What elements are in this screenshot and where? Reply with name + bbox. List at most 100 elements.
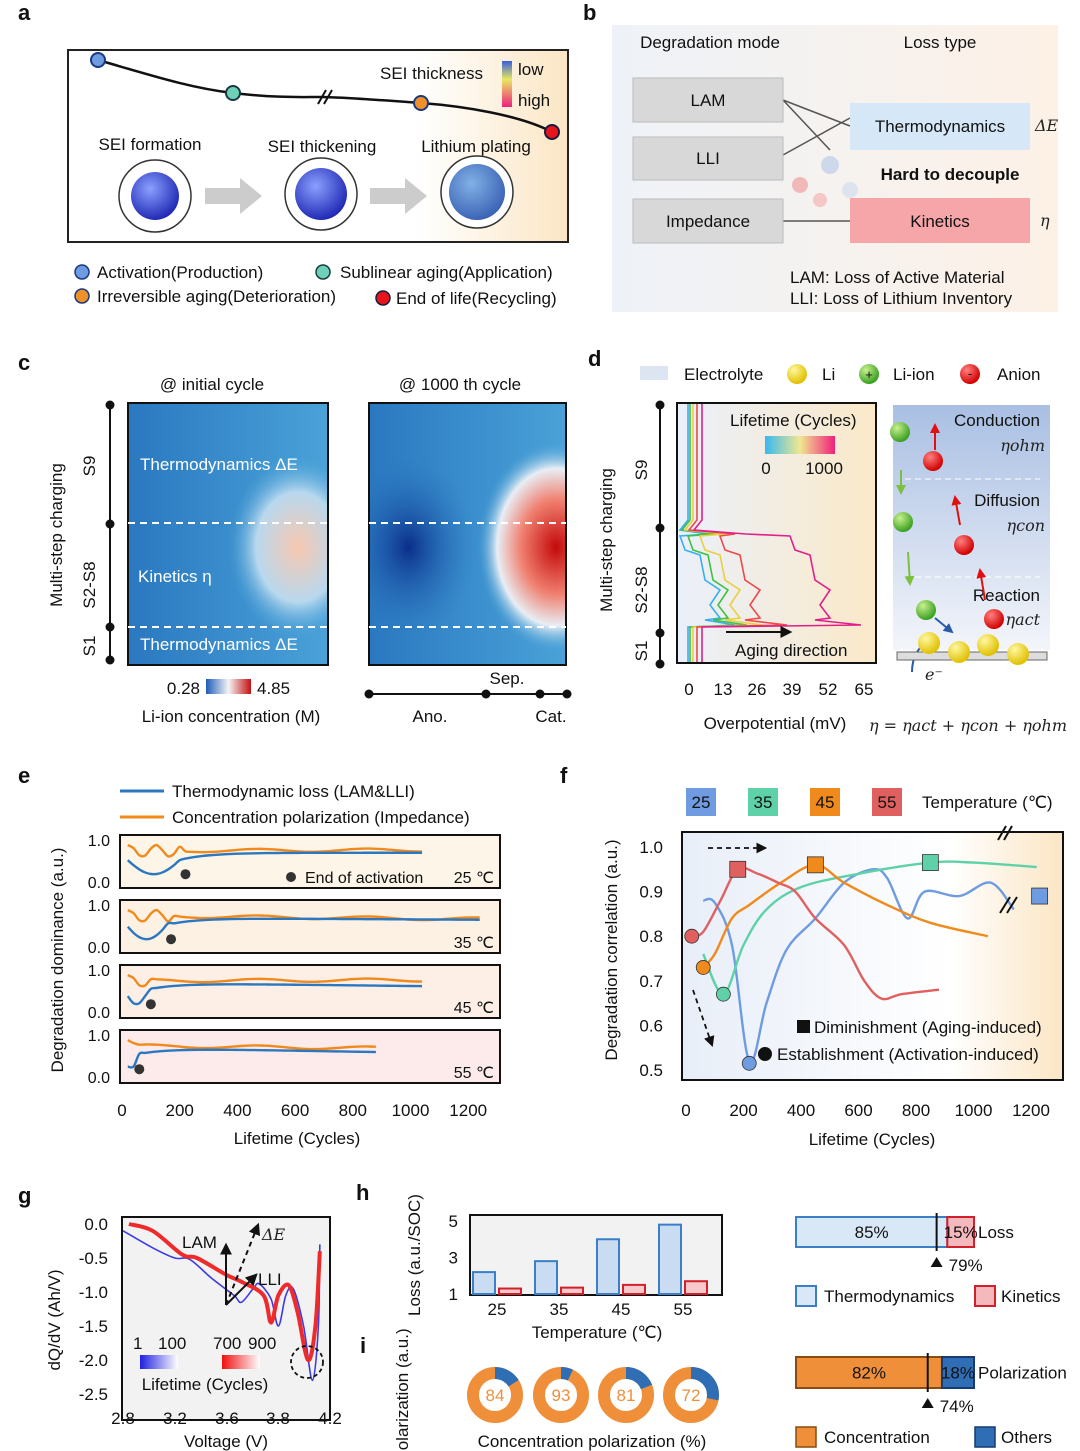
colorbar-late [222, 1355, 260, 1369]
activation-marker [134, 1064, 145, 1075]
temperature-label: 25 ℃ [454, 870, 494, 887]
header-degradation-mode: Degradation mode [640, 33, 780, 52]
donut-value: 72 [682, 1386, 701, 1405]
stacked-bar-name: Loss [978, 1223, 1014, 1242]
temperature-label: 45 ℃ [454, 1000, 494, 1017]
h-ytick: 1 [449, 1285, 458, 1304]
f-ytick: 0.5 [639, 1061, 663, 1080]
establishment-marker-25 [741, 1055, 757, 1071]
particle-sei-thickening [284, 157, 358, 231]
legend-kinetics-swatch [974, 1285, 996, 1307]
g-ylabel: dQ/dV (Ah/V) [45, 1269, 64, 1370]
hard-to-decouple: Hard to decouple [881, 165, 1020, 184]
legend-thermodynamics-swatch [795, 1285, 817, 1307]
c-title-initial: @ initial cycle [160, 375, 264, 394]
cb-tick-900: 900 [248, 1334, 276, 1353]
overpotential-equation: η = ηact + ηcon + ηohm [869, 716, 1067, 735]
step-axis-dots [105, 400, 115, 665]
legend-temp-45: 45 [816, 793, 835, 812]
d-xtick: 52 [819, 680, 838, 699]
g-ticks: 0.0 -0.5 -1.0 -1.5 -2.0 -2.52.8 3.2 3.6 3.8 4.2 [79, 1215, 342, 1428]
eta-ohm: ηohm [1000, 436, 1045, 455]
panel-label-f: f [560, 763, 568, 788]
d-step-axis-dots [655, 400, 665, 669]
legend-temp-55: 55 [878, 793, 897, 812]
step-s2-s8: S2-S8 [80, 561, 99, 608]
colorbar-early [140, 1355, 178, 1369]
stage-sei-formation: SEI formation [99, 135, 202, 154]
bar-kinetics-35 [560, 1286, 584, 1296]
g-ytick: -0.5 [79, 1249, 108, 1268]
e-xtick: 1000 [392, 1101, 430, 1120]
legend-kinetics: Kinetics [1001, 1287, 1061, 1306]
panel-a: SEI thickness low high SEI formation SEI… [67, 49, 569, 308]
temperature-label: 35 ℃ [454, 935, 494, 952]
e-ytick: 1.0 [88, 898, 110, 915]
stacked-segment-label: 82% [852, 1364, 886, 1383]
temperature-label: 55 ℃ [454, 1065, 494, 1082]
anion-icon [923, 451, 1004, 629]
e-xtick: 200 [166, 1101, 194, 1120]
colorbar-max: 4.85 [257, 679, 290, 698]
panel-label-i: i [360, 1333, 366, 1358]
mode-lli: LLI [696, 149, 720, 168]
stacked-segment [946, 1216, 975, 1248]
g-ytick: -2.0 [79, 1351, 108, 1370]
stacked-segment-label: 18% [941, 1364, 975, 1383]
f-ytick: 1.0 [639, 838, 663, 857]
g-xtick: 3.8 [266, 1409, 290, 1428]
loss-thermodynamics: Thermodynamics [875, 117, 1005, 136]
eta-act: ηact [1005, 610, 1040, 629]
heatmap-1000 [368, 402, 567, 666]
bar-thermodynamics-55 [658, 1223, 682, 1296]
delta-e-annotation: ΔE [261, 1225, 286, 1244]
series-line-35 [702, 860, 1037, 996]
g-ytick: -2.5 [79, 1385, 108, 1404]
legend-li: Li [822, 365, 835, 384]
f-xtick: 400 [787, 1101, 815, 1120]
f-ytick: 0.6 [639, 1016, 663, 1035]
activation-marker [180, 869, 191, 880]
concentration-polarization-line [127, 1039, 376, 1051]
f-legend-title: Temperature (℃) [922, 793, 1053, 812]
eta-symbol: η [1040, 211, 1050, 230]
stacked-segment-label: 85% [855, 1223, 889, 1242]
g-xlabel: Voltage (V) [184, 1432, 268, 1451]
stage-sei-thickening: SEI thickening [268, 137, 377, 156]
overpotential-line [692, 403, 862, 663]
panel-b: Degradation mode Loss type LAM LLI Imped… [612, 25, 1059, 312]
e-subplot-frame [119, 964, 501, 1019]
legend-temp-25: 25 [692, 793, 711, 812]
mode-impedance: Impedance [666, 212, 750, 231]
legend-eol: End of life(Recycling) [396, 289, 557, 308]
thermodynamic-loss-line [126, 983, 423, 1006]
thermodynamic-loss-line [127, 1048, 376, 1069]
average-marker-label: 79% [949, 1256, 983, 1275]
panel-f: 25 35 45 55 Temperature (℃) 1.0 0.9 0.8 0.7 0.6… [602, 788, 1064, 1149]
axis-break-icon [997, 825, 1013, 841]
note-lam: LAM: Loss of Active Material [790, 268, 1004, 287]
h-xlabel: Temperature (℃) [532, 1323, 663, 1342]
bar-kinetics-55 [684, 1280, 708, 1295]
d-xtick: 39 [783, 680, 802, 699]
legend-temp-35: 35 [754, 793, 773, 812]
legend-thermodynamics: Thermodynamics [824, 1287, 954, 1306]
legend-concentration-swatch [795, 1426, 817, 1448]
e-ytick: 1.0 [88, 1028, 110, 1045]
h-xtick: 35 [550, 1300, 569, 1319]
diffusion-label: Diffusion [974, 491, 1040, 510]
c-ylabel: Multi-step charging [47, 463, 66, 607]
particle-sei-formation [118, 159, 192, 233]
svg-text:-: - [968, 366, 972, 381]
li-atom-icon [918, 632, 1029, 665]
e-xlabel: Lifetime (Cycles) [234, 1129, 361, 1148]
g-ytick: -1.0 [79, 1283, 108, 1302]
overpotential-plot-frame [676, 402, 877, 664]
eta-con: ηcon [1007, 516, 1045, 535]
sei-curve [97, 58, 553, 134]
f-ytick: 0.9 [639, 883, 663, 902]
e-xticks: 0 200 400 600 800 1000 1200 [117, 1101, 487, 1120]
e-subplots: 25 ℃ 1.0 0.0 35 ℃ 1.0 0.0 45 ℃ 1.0 0.0 55 ℃ 1.0 0.0 [88, 833, 501, 1087]
legend-swatch [74, 288, 90, 304]
mode-box-lam [632, 77, 784, 123]
